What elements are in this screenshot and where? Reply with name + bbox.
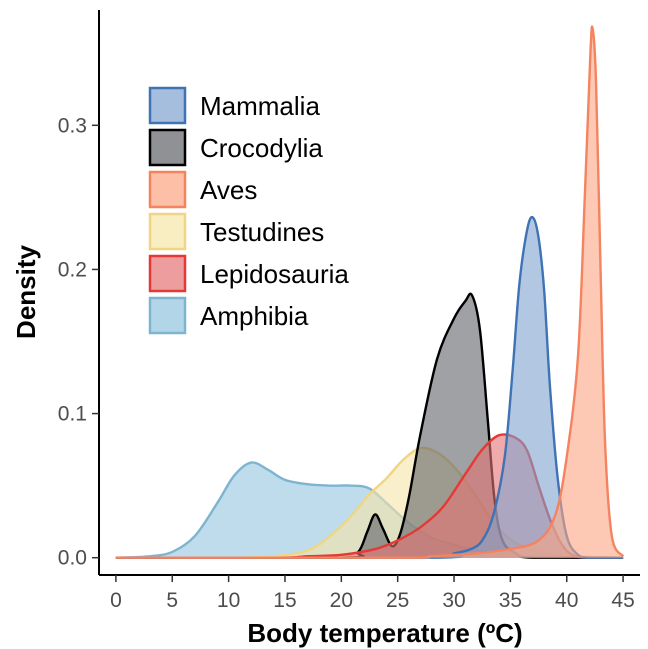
x-tick-label: 40 [555,589,578,612]
legend-swatch-testudines [148,212,187,251]
y-axis-title: Density [11,245,41,339]
legend-swatch-aves [148,170,187,209]
x-tick-label: 15 [273,589,296,612]
legend-label-amphibia: Amphibia [200,301,309,331]
density-area-mammalia [115,217,624,558]
x-tick-label: 25 [386,589,409,612]
legend-label-mammalia: Mammalia [200,91,320,121]
y-tick-label: 0.0 [58,547,87,570]
legend-label-crocodylia: Crocodylia [200,133,323,163]
x-tick-label: 10 [217,589,240,612]
x-axis-title: Body temperature (ºC) [247,618,522,648]
y-tick-label: 0.2 [58,258,87,281]
legend-swatch-crocodylia [148,128,187,167]
x-ticks: 0 5 10 15 20 25 30 35 40 45 [110,575,635,612]
legend-label-lepidosauria: Lepidosauria [200,259,349,289]
legend-swatch-lepidosauria [148,254,187,293]
density-line-aves [115,25,625,559]
y-ticks: 0.0 0.1 0.2 0.3 [58,114,99,570]
x-tick-label: 0 [110,589,122,612]
y-tick-label: 0.1 [58,403,87,426]
density-areas [115,25,625,559]
density-area-aves [115,26,624,558]
x-tick-label: 35 [499,589,522,612]
legend-swatch-amphibia [148,296,187,335]
legend: Mammalia Crocodylia Aves Testudines Lepidosa… [148,86,349,335]
legend-swatch-mammalia [148,86,187,125]
x-tick-label: 30 [442,589,465,612]
legend-label-aves: Aves [200,175,257,205]
x-tick-label: 5 [166,589,178,612]
legend-label-testudines: Testudines [200,217,324,247]
x-tick-label: 45 [611,589,634,612]
x-tick-label: 20 [330,589,353,612]
y-tick-label: 0.3 [58,114,87,137]
